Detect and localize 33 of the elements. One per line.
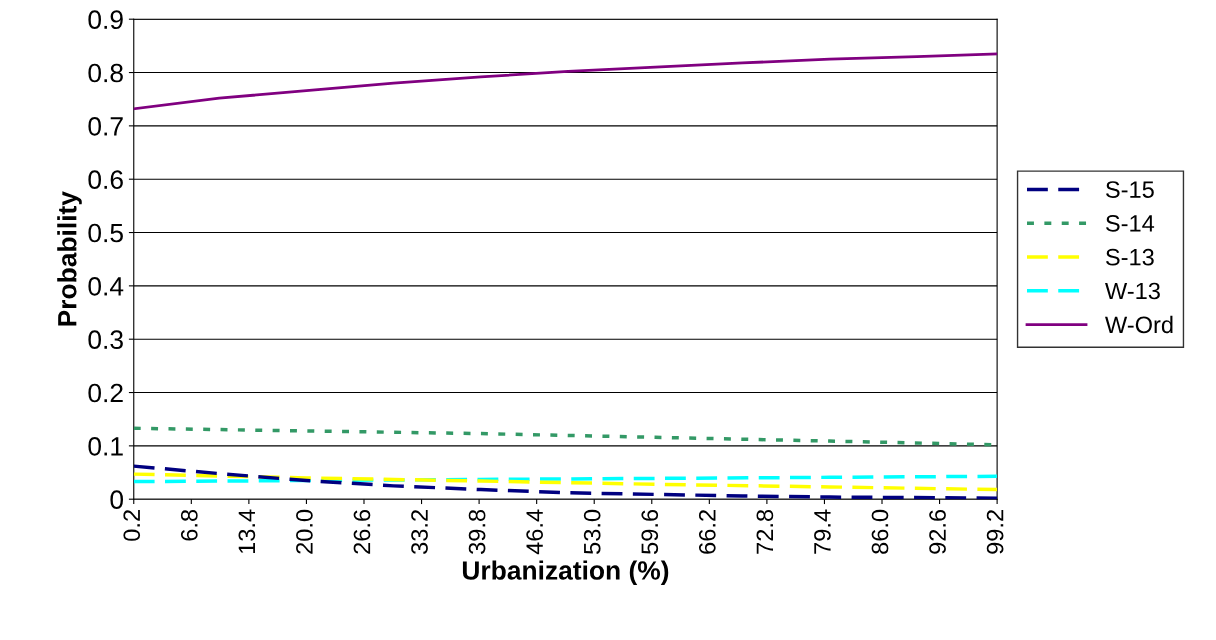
x-tick-label: 53.0 — [583, 509, 601, 554]
legend-label: S-14 — [1105, 215, 1155, 232]
x-tick-label: 26.6 — [353, 509, 371, 554]
y-tick-label: 0.6 — [88, 170, 123, 190]
x-tick-label: 20.0 — [296, 509, 313, 554]
y-tick-label: 0.4 — [88, 277, 124, 296]
x-tick-label: 99.2 — [986, 510, 1004, 554]
x-tick-label: 66.2 — [698, 510, 716, 554]
x-tick-label: 33.2 — [411, 510, 428, 554]
legend-label: W-Ord — [1105, 315, 1173, 334]
legend-label: W-13 — [1105, 282, 1160, 300]
y-tick-label: 0.7 — [88, 117, 123, 136]
x-tick-label: 86.0 — [871, 509, 889, 554]
x-axis-title: Urbanization (%) — [462, 560, 669, 586]
legend-label: S-13 — [1105, 248, 1154, 266]
x-tick-label: 6.8 — [180, 509, 198, 541]
y-tick-label: 0.1 — [88, 437, 123, 456]
x-tick-label: 59.6 — [641, 509, 659, 554]
y-tick-label: 0.8 — [88, 63, 123, 83]
x-tick-label: 72.8 — [756, 509, 774, 554]
x-tick-label: 13.4 — [238, 509, 256, 554]
y-tick-label: 0.2 — [88, 383, 123, 403]
x-tick-label: 39.8 — [468, 509, 486, 554]
y-axis-title: Probability — [57, 191, 82, 326]
line-series — [133, 472, 998, 492]
x-tick-label: 92.6 — [929, 509, 946, 554]
legend-label: S-15 — [1105, 181, 1154, 198]
x-tick-label: 79.4 — [814, 509, 831, 554]
y-tick-label: 0.3 — [88, 330, 123, 350]
y-tick-label: 0.9 — [88, 10, 123, 30]
y-tick-label: 0.5 — [88, 223, 123, 243]
y-tick-label: 0 — [110, 490, 124, 510]
x-tick-label: 46.4 — [526, 509, 543, 555]
